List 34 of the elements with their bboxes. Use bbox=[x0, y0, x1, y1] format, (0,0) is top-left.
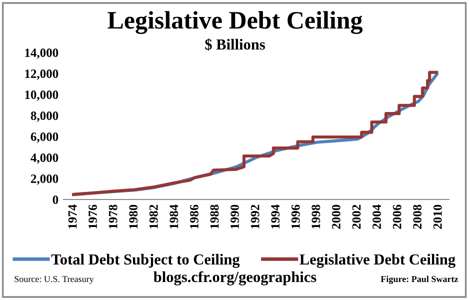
y-tick-label: 0 bbox=[52, 196, 58, 204]
x-tick-label: 2008 bbox=[413, 204, 422, 229]
x-tick-label: 1998 bbox=[312, 204, 320, 228]
legend-label: Total Debt Subject to Ceiling bbox=[51, 254, 240, 268]
chart-title: Legislative Debt Ceiling bbox=[108, 11, 363, 34]
y-tick-label: 12,000 bbox=[25, 70, 58, 80]
x-tick-label: 1980 bbox=[129, 204, 138, 228]
y-tick-label: 4,000 bbox=[30, 154, 58, 164]
x-tick-label: 2010 bbox=[433, 204, 442, 229]
x-tick-label: 1992 bbox=[250, 204, 260, 228]
text: Figure: Paul Swartz bbox=[380, 276, 458, 284]
x-tick-label: 1982 bbox=[149, 204, 158, 228]
chart-subtitle: $ Billions bbox=[205, 38, 265, 51]
x-tick-label: 2002 bbox=[352, 204, 361, 229]
x-tick-label: 1984 bbox=[170, 204, 178, 228]
x-tick-label: 1996 bbox=[291, 204, 300, 228]
x-tick-label: 1974 bbox=[68, 204, 77, 228]
y-tick-label: 10,000 bbox=[25, 90, 58, 101]
x-tick-label: 2000 bbox=[332, 204, 340, 229]
x-tick-label: 1978 bbox=[108, 204, 118, 228]
x-tick-label: 1976 bbox=[88, 204, 98, 228]
y-tick-label: 8,000 bbox=[30, 112, 58, 122]
x-tick-label: 2004 bbox=[372, 204, 381, 229]
x-tick-label: 2006 bbox=[392, 204, 402, 229]
x-tick-label: 1986 bbox=[190, 204, 198, 228]
legend-label: Legislative Debt Ceiling bbox=[300, 254, 456, 268]
x-tick-label: 1990 bbox=[230, 204, 239, 228]
x-tick-label: 1988 bbox=[210, 204, 219, 228]
y-tick-label: 2,000 bbox=[30, 174, 58, 185]
x-tick-label: 1994 bbox=[271, 204, 280, 228]
text: blogs.cfr.org/geographics bbox=[154, 271, 316, 286]
y-tick-label: 14,000 bbox=[25, 48, 58, 59]
source-note: Source: U.S. Treasury bbox=[14, 276, 94, 284]
y-tick-label: 6,000 bbox=[30, 132, 58, 143]
